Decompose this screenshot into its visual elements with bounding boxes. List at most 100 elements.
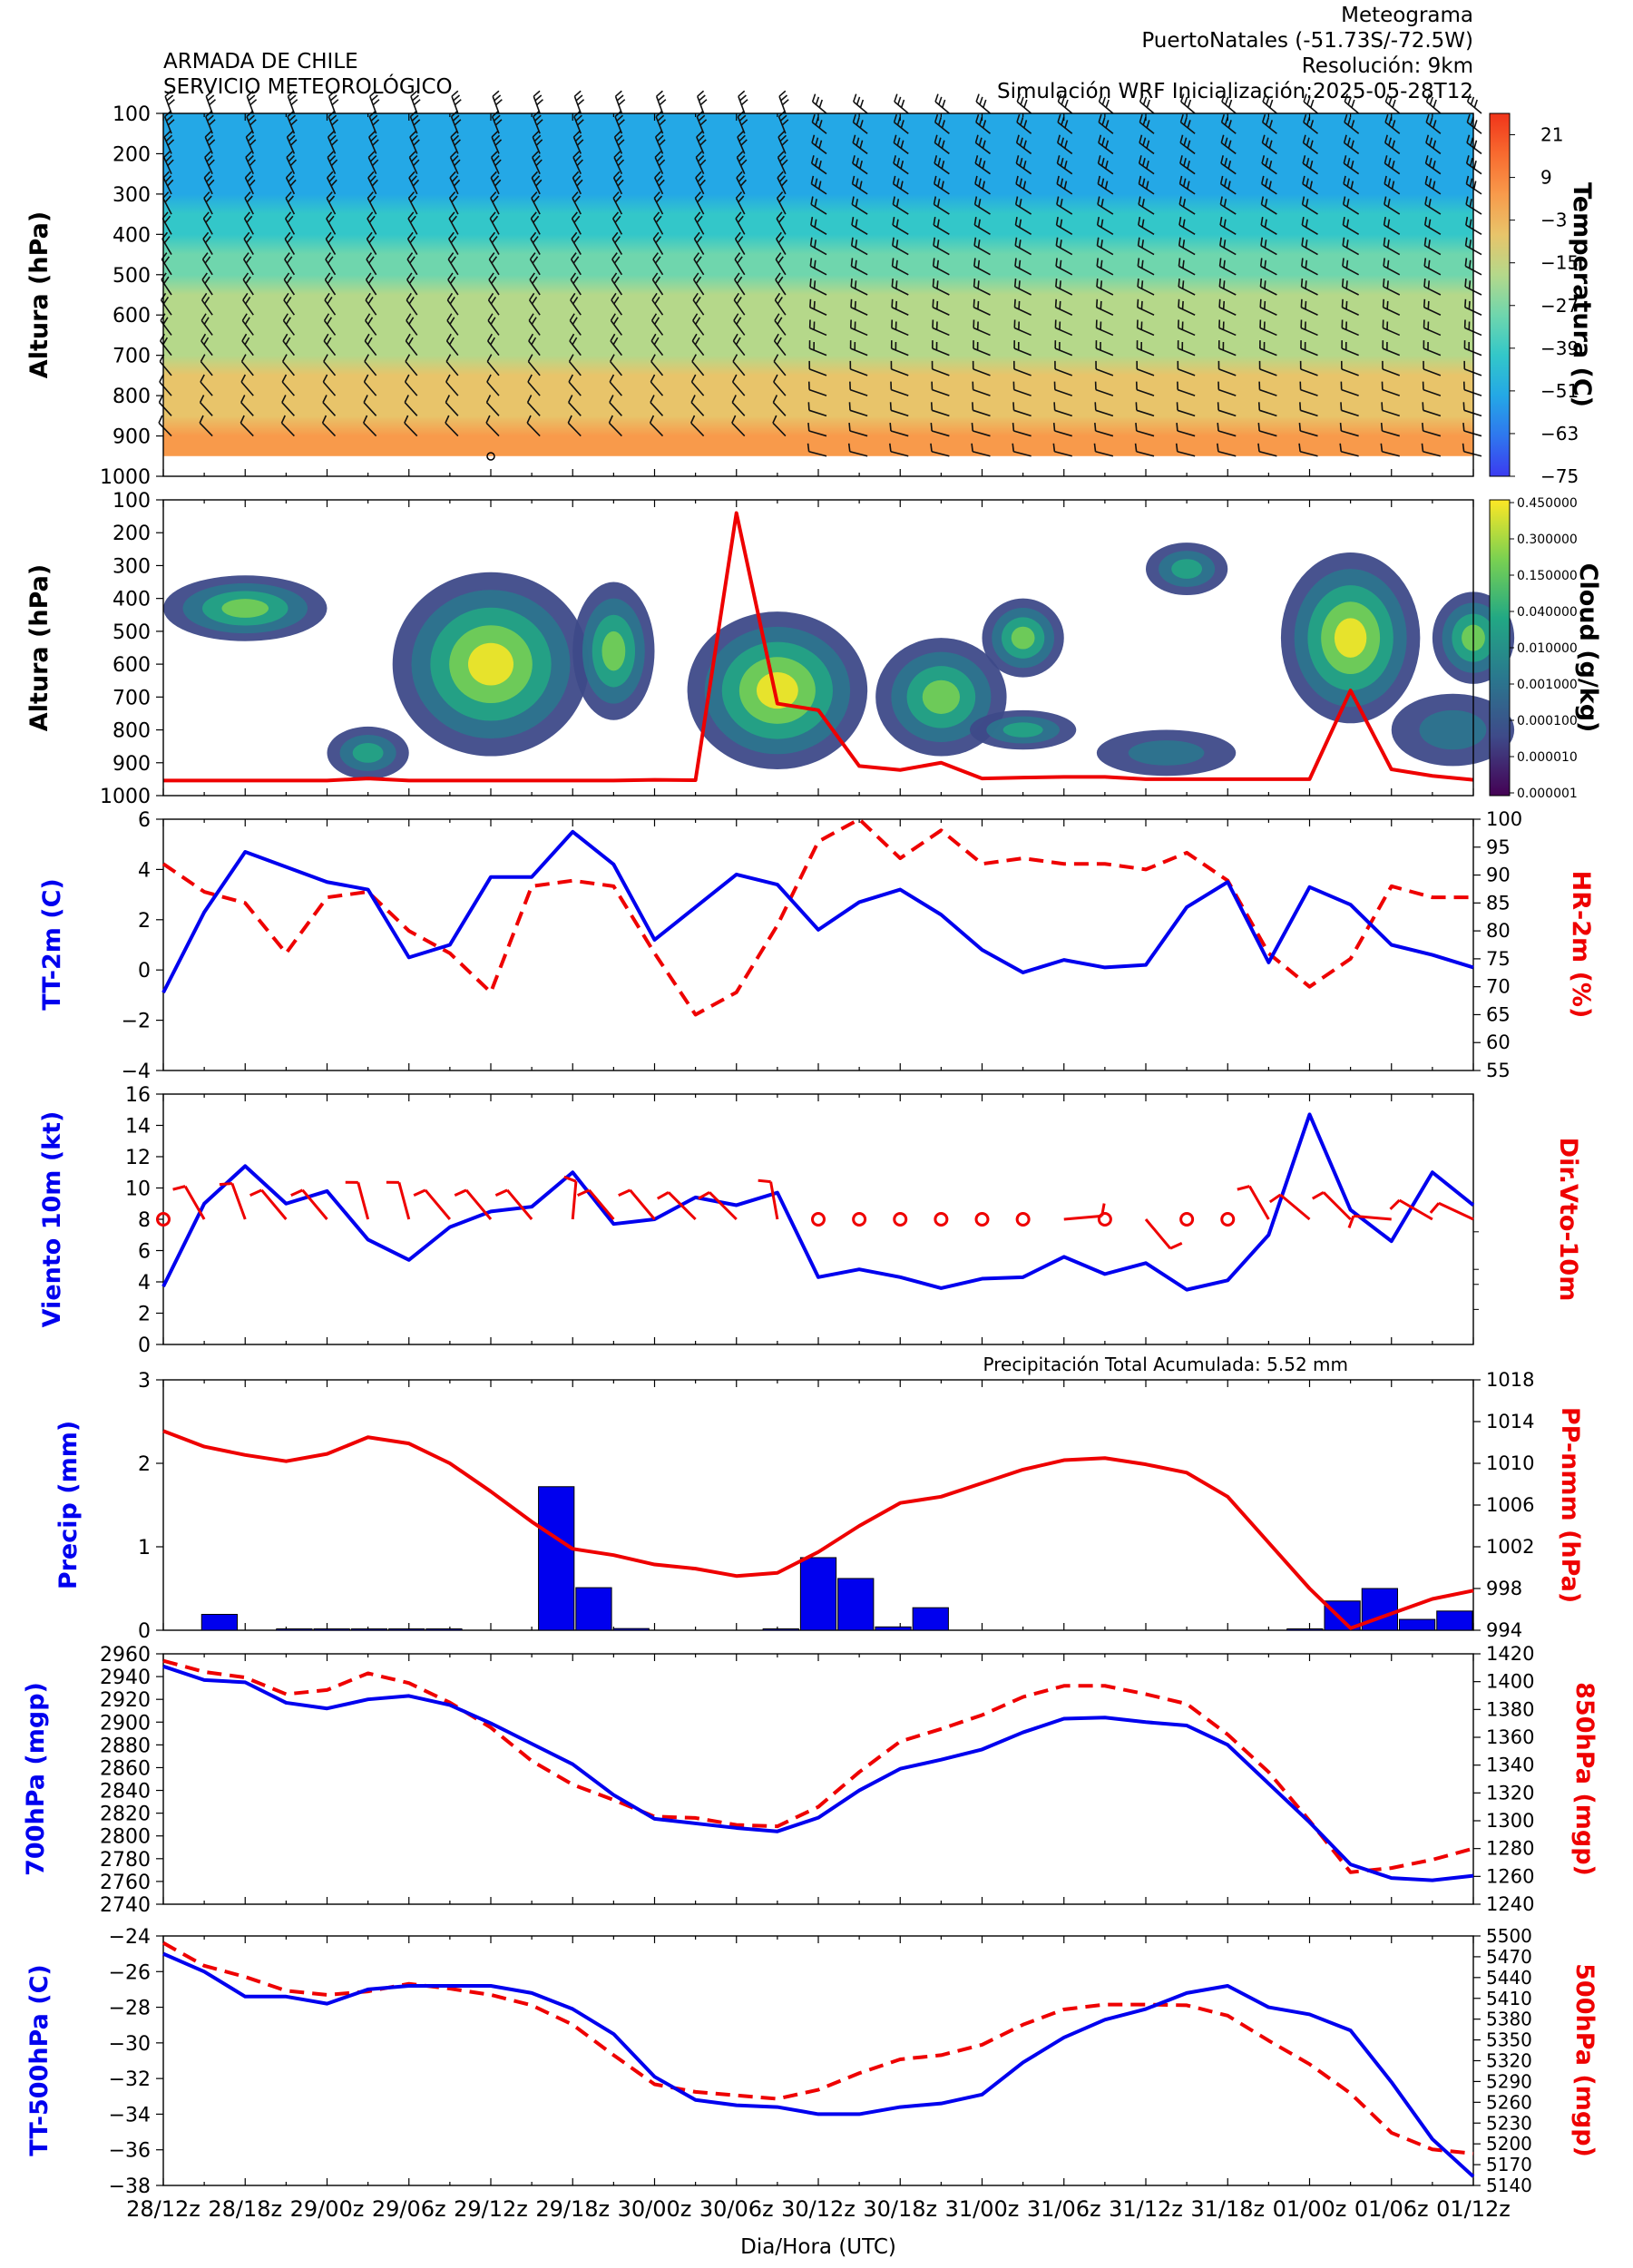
y-ticks-right: 5140517052005230526052905320535053805410…: [1473, 1925, 1532, 2196]
wind-barb: [202, 211, 210, 220]
wind-barb: [1346, 199, 1350, 208]
wind-barb: [1100, 178, 1105, 187]
wind-barb: [288, 90, 295, 97]
wind-barb: [1146, 140, 1150, 149]
wind-barb: [1466, 162, 1482, 175]
wind-barb: [650, 313, 658, 321]
wind-barb: [1384, 162, 1401, 175]
wind-barb: [772, 415, 777, 424]
wind-barb: [577, 119, 584, 126]
wind-barb: [1138, 196, 1141, 205]
wind-barb: [938, 96, 943, 105]
wind-barb: [1096, 279, 1099, 288]
wind-barb: [693, 231, 700, 240]
wind-barb: [895, 199, 900, 208]
wind-barb: [973, 298, 975, 308]
wind-barb: [1423, 265, 1442, 276]
x-tick-label: 30/06z: [699, 2196, 774, 2222]
rh-2m-line: [161, 817, 1473, 1017]
y-tick-label: −38: [109, 2175, 151, 2198]
wind-barb: [936, 240, 940, 249]
wind-barb: [1013, 298, 1016, 308]
y-tick-label: 5140: [1486, 2175, 1532, 2196]
y-tick-label: 100: [112, 490, 151, 513]
wind-barb: [1303, 101, 1319, 114]
wind-barb: [813, 300, 816, 309]
wind-barb: [200, 374, 205, 383]
y-tick-label: −28: [109, 1998, 151, 2020]
wind-barb: [814, 178, 818, 187]
wind-barb: [978, 178, 982, 187]
wind-barb: [1260, 245, 1277, 256]
wind-barb: [1301, 217, 1305, 226]
wind-barb: [289, 179, 297, 187]
wind-barb: [404, 374, 410, 383]
wind-barb-flag: [290, 1188, 304, 1197]
wind-barb: [1425, 93, 1431, 103]
wind-barb: [241, 333, 248, 342]
wind-barb: [573, 90, 582, 97]
wind-barb: [1178, 196, 1182, 205]
colorbar-tick-label: 0.300000: [1517, 533, 1578, 547]
wind-barb: [1218, 327, 1237, 337]
wind-barb: [536, 99, 543, 106]
wind-barb: [1302, 155, 1306, 164]
wind-barb: [1061, 137, 1064, 146]
wind-barb: [1462, 443, 1465, 452]
wind-barb: [941, 160, 945, 170]
y-tick-label: 600: [112, 654, 151, 677]
wind-barb: [491, 256, 498, 264]
wind-barb: [488, 272, 494, 280]
x-tick-label: 01/00z: [1273, 2196, 1347, 2222]
wind-barb: [454, 139, 461, 146]
wind-barb: [1220, 155, 1224, 164]
wind-barb: [449, 276, 456, 284]
wind-barb: [1138, 155, 1142, 164]
wind-barb: [650, 360, 664, 376]
precip-bar: [1398, 1618, 1436, 1631]
wind-barb: [164, 90, 172, 97]
wind-barb: [160, 319, 172, 336]
wind-barb: [973, 409, 991, 417]
wind-barb: [1343, 224, 1360, 236]
wind-barb: [1339, 423, 1343, 432]
wind-barb: [285, 198, 296, 215]
wind-barb: [164, 195, 171, 203]
wind-barb: [407, 218, 418, 235]
wind-barb: [690, 395, 696, 403]
geo-500-line: [162, 1941, 1474, 2156]
colorbar-tick-label: 0.010000: [1517, 641, 1578, 656]
wind-barb: [1259, 347, 1277, 357]
wind-barb: [650, 422, 664, 437]
y-tick-label: −26: [109, 1961, 151, 1984]
wind-barb: [407, 191, 416, 199]
wind-barb: [575, 114, 582, 122]
wind-barb: [205, 195, 212, 203]
wind-barb: [1137, 347, 1155, 357]
wind-barb: [1178, 175, 1183, 184]
org-name: ARMADA DE CHILE: [163, 50, 358, 73]
wind-barb: [290, 99, 298, 106]
wind-barb: [1217, 402, 1219, 411]
wind-barb: [366, 238, 377, 255]
temp-2m-line: [161, 829, 1474, 994]
wind-barb: [572, 136, 582, 154]
precip-bar: [799, 1557, 837, 1631]
wind-barb: [778, 195, 786, 203]
wind-barb: [1465, 217, 1469, 226]
y-tick-label: 1002: [1486, 1536, 1534, 1558]
wind-barb: [695, 157, 705, 174]
wind-barb: [849, 388, 868, 396]
x-tick-label: 30/12z: [781, 2196, 856, 2222]
y-tick-label: 16: [125, 1084, 151, 1107]
wind-barb: [859, 140, 864, 149]
wind-barb: [408, 297, 415, 305]
wind-barb: [847, 443, 851, 452]
wind-barb: [409, 215, 416, 223]
x-tick-label: 29/12z: [454, 2196, 528, 2222]
wind-barb: [529, 279, 541, 296]
wind-barb: [1225, 96, 1229, 105]
wind-barb: [368, 131, 376, 138]
temperature-colorbar-label: Temperatura (C): [1568, 182, 1596, 407]
wind-barb: [650, 333, 657, 342]
